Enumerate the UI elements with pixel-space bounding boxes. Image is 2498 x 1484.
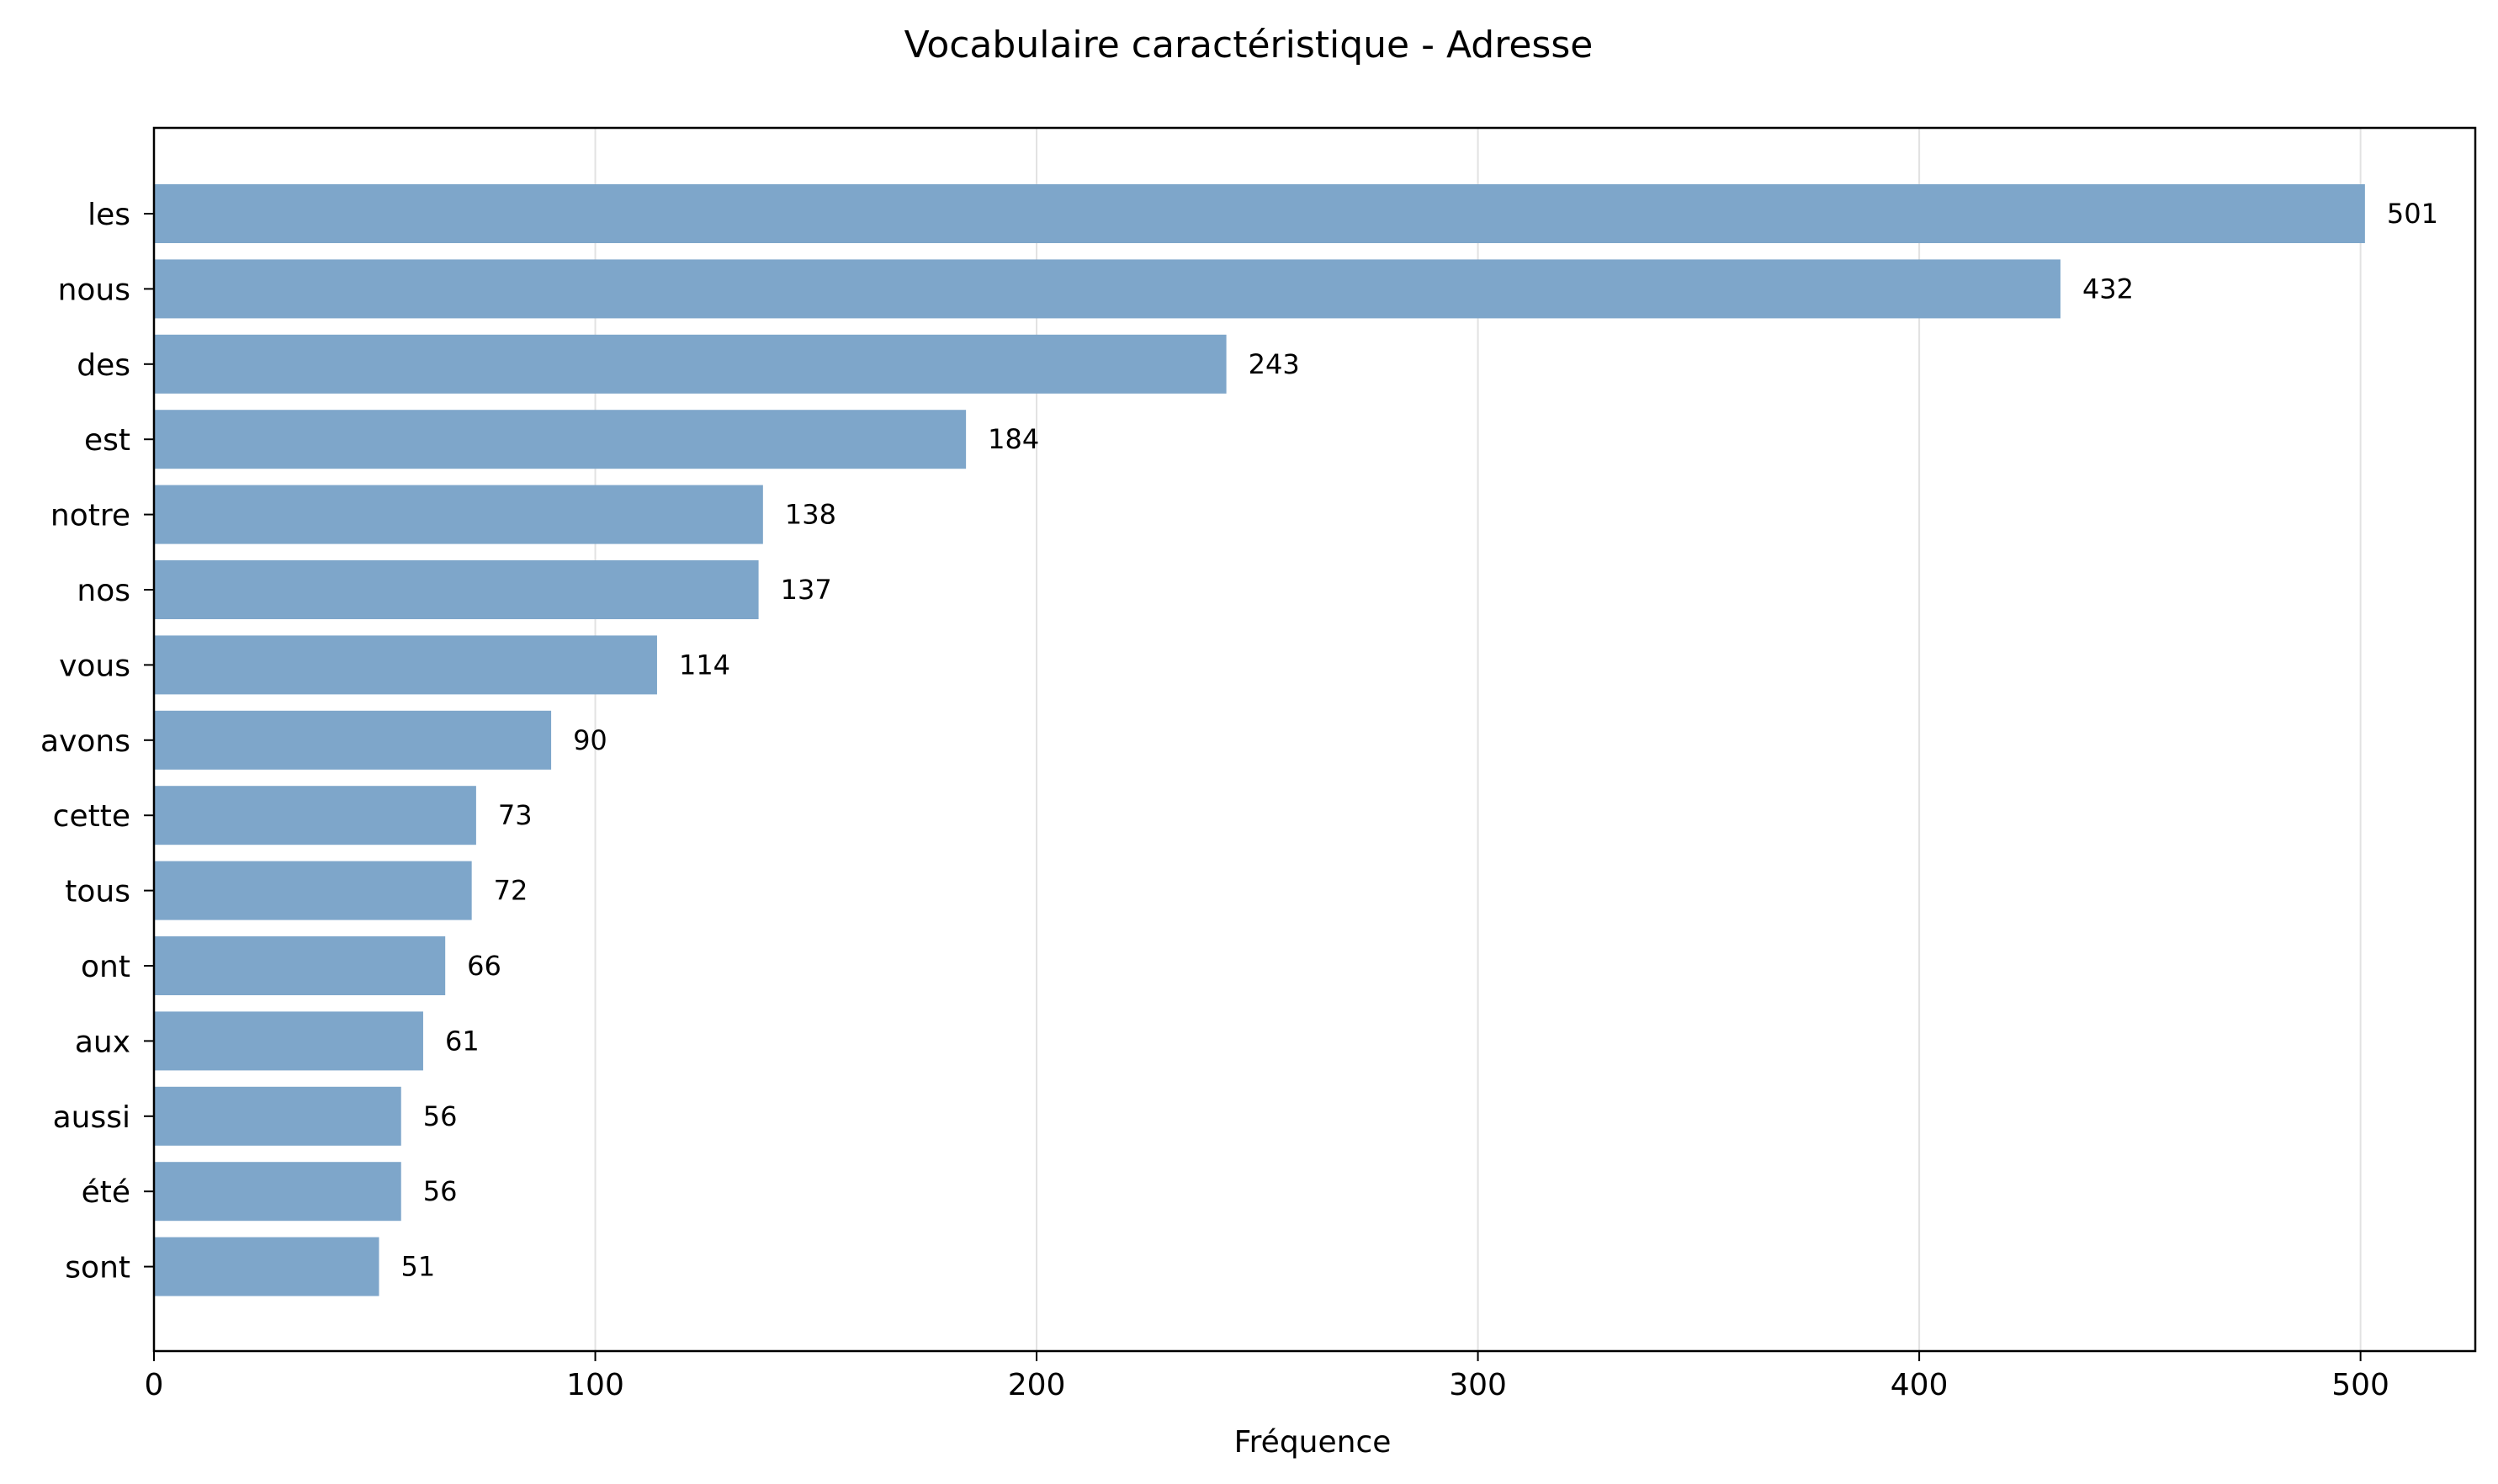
value-label: 432 bbox=[2082, 273, 2134, 305]
bar-11 bbox=[154, 1011, 423, 1071]
x-tick-label: 100 bbox=[566, 1368, 624, 1402]
bar-0 bbox=[154, 184, 2365, 243]
bar-10 bbox=[154, 936, 446, 995]
y-tick-label: notre bbox=[50, 499, 130, 533]
y-axis-ticks: les nous des est notre nos vous avons cette tous o… bbox=[40, 198, 154, 1285]
bar-3 bbox=[154, 410, 967, 469]
bar-4 bbox=[154, 485, 763, 544]
bar-14 bbox=[154, 1237, 379, 1296]
value-label: 137 bbox=[781, 574, 832, 606]
bar-12 bbox=[154, 1086, 401, 1146]
bar-5 bbox=[154, 560, 759, 619]
y-tick-label: des bbox=[77, 348, 130, 383]
value-label: 243 bbox=[1249, 348, 1300, 380]
value-label: 114 bbox=[679, 649, 730, 681]
chart-title: Vocabulaire caractéristique - Adresse bbox=[904, 24, 1594, 66]
bar-13 bbox=[154, 1162, 401, 1222]
y-tick-label: aussi bbox=[53, 1100, 130, 1135]
value-label: 501 bbox=[2387, 198, 2438, 230]
y-tick-label: les bbox=[88, 198, 130, 232]
value-label: 72 bbox=[494, 875, 528, 907]
value-label: 56 bbox=[423, 1175, 458, 1207]
y-tick-label: est bbox=[84, 423, 130, 458]
y-tick-label: nous bbox=[58, 273, 130, 307]
bar-2 bbox=[154, 334, 1227, 394]
y-tick-label: été bbox=[82, 1175, 130, 1210]
value-label: 184 bbox=[988, 423, 1039, 455]
value-label: 73 bbox=[498, 799, 533, 831]
value-labels: 501 432 243 184 138 137 114 90 73 72 66 61 56 56 51 bbox=[401, 198, 2438, 1283]
y-tick-label: nos bbox=[77, 574, 130, 608]
value-label: 138 bbox=[785, 499, 836, 531]
value-label: 56 bbox=[423, 1100, 458, 1132]
value-label: 90 bbox=[573, 724, 607, 756]
x-tick-label: 300 bbox=[1449, 1368, 1507, 1402]
x-tick-label: 400 bbox=[1891, 1368, 1949, 1402]
x-axis-ticks: 0 100 200 300 400 500 bbox=[145, 1351, 2389, 1402]
bar-8 bbox=[154, 786, 476, 845]
value-label: 66 bbox=[467, 950, 501, 982]
x-axis-label: Fréquence bbox=[1234, 1425, 1392, 1460]
y-tick-label: tous bbox=[65, 875, 130, 909]
y-tick-label: cette bbox=[53, 799, 130, 834]
plot-frame bbox=[152, 126, 2477, 1353]
bar-1 bbox=[154, 259, 2060, 319]
y-tick-label: ont bbox=[81, 950, 130, 984]
y-tick-label: aux bbox=[75, 1025, 130, 1059]
value-label: 61 bbox=[445, 1025, 480, 1057]
grid-lines bbox=[594, 128, 2362, 1351]
bar-6 bbox=[154, 635, 657, 695]
y-tick-label: vous bbox=[59, 649, 130, 683]
y-tick-label: avons bbox=[40, 724, 130, 759]
x-tick-label: 200 bbox=[1008, 1368, 1066, 1402]
x-tick-label: 500 bbox=[2331, 1368, 2389, 1402]
x-tick-label: 0 bbox=[145, 1368, 164, 1402]
y-tick-label: sont bbox=[65, 1251, 130, 1285]
bars bbox=[154, 184, 2365, 1296]
bar-9 bbox=[154, 861, 472, 920]
value-label: 51 bbox=[401, 1251, 436, 1283]
bar-7 bbox=[154, 710, 552, 770]
